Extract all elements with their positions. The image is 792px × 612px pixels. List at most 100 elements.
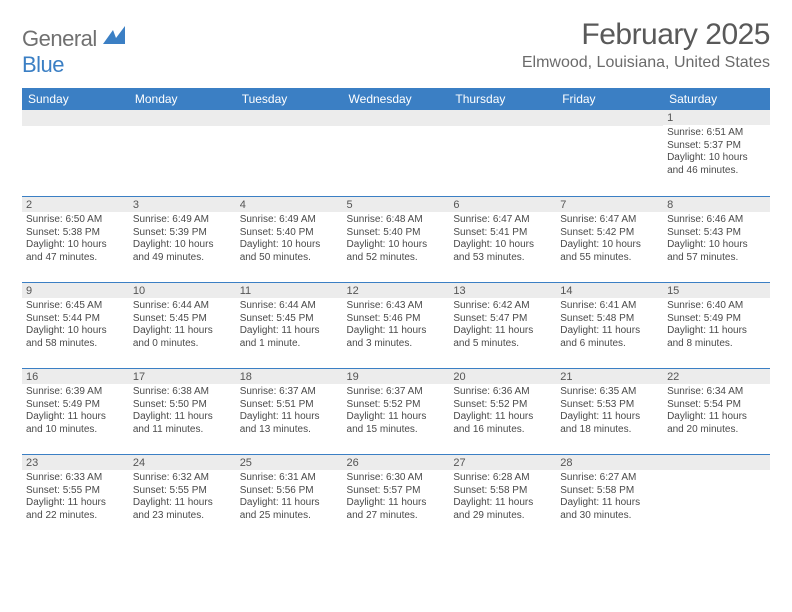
sunset-text: Sunset: 5:45 PM [133, 313, 232, 326]
weekday-header: Monday [129, 88, 236, 110]
weekday-header: Saturday [663, 88, 770, 110]
daylight-text: Daylight: 11 hours and 13 minutes. [240, 411, 339, 436]
calendar-day-cell: 28Sunrise: 6:27 AMSunset: 5:58 PMDayligh… [556, 454, 663, 540]
day-number: 15 [663, 282, 770, 298]
day-number: 21 [556, 368, 663, 384]
calendar-day-cell [129, 110, 236, 196]
sunrise-text: Sunrise: 6:49 AM [240, 214, 339, 227]
day-number: 23 [22, 454, 129, 470]
daylight-text: Daylight: 11 hours and 29 minutes. [453, 497, 552, 522]
daylight-text: Daylight: 10 hours and 52 minutes. [347, 239, 446, 264]
daylight-text: Daylight: 10 hours and 49 minutes. [133, 239, 232, 264]
day-number: 28 [556, 454, 663, 470]
calendar-day-cell: 10Sunrise: 6:44 AMSunset: 5:45 PMDayligh… [129, 282, 236, 368]
sunrise-text: Sunrise: 6:50 AM [26, 214, 125, 227]
sunrise-text: Sunrise: 6:37 AM [347, 386, 446, 399]
sunset-text: Sunset: 5:53 PM [560, 399, 659, 412]
day-number: 19 [343, 368, 450, 384]
sunset-text: Sunset: 5:42 PM [560, 227, 659, 240]
sunset-text: Sunset: 5:47 PM [453, 313, 552, 326]
calendar-day-cell [449, 110, 556, 196]
sunset-text: Sunset: 5:49 PM [26, 399, 125, 412]
day-number: 25 [236, 454, 343, 470]
empty-day-bar [449, 110, 556, 126]
calendar-day-cell [663, 454, 770, 540]
sunset-text: Sunset: 5:46 PM [347, 313, 446, 326]
sunrise-text: Sunrise: 6:45 AM [26, 300, 125, 313]
logo: General Blue [22, 24, 125, 78]
sunset-text: Sunset: 5:49 PM [667, 313, 766, 326]
calendar-day-cell: 23Sunrise: 6:33 AMSunset: 5:55 PMDayligh… [22, 454, 129, 540]
calendar-day-cell: 7Sunrise: 6:47 AMSunset: 5:42 PMDaylight… [556, 196, 663, 282]
sunset-text: Sunset: 5:52 PM [347, 399, 446, 412]
daylight-text: Daylight: 10 hours and 55 minutes. [560, 239, 659, 264]
daylight-text: Daylight: 11 hours and 5 minutes. [453, 325, 552, 350]
calendar-day-cell: 16Sunrise: 6:39 AMSunset: 5:49 PMDayligh… [22, 368, 129, 454]
empty-day-bar [556, 110, 663, 126]
calendar-day-cell: 1Sunrise: 6:51 AMSunset: 5:37 PMDaylight… [663, 110, 770, 196]
calendar-day-cell: 18Sunrise: 6:37 AMSunset: 5:51 PMDayligh… [236, 368, 343, 454]
daylight-text: Daylight: 10 hours and 47 minutes. [26, 239, 125, 264]
day-number: 9 [22, 282, 129, 298]
sunrise-text: Sunrise: 6:51 AM [667, 127, 766, 140]
day-details: Sunrise: 6:37 AMSunset: 5:52 PMDaylight:… [343, 384, 450, 440]
sunrise-text: Sunrise: 6:49 AM [133, 214, 232, 227]
day-details: Sunrise: 6:27 AMSunset: 5:58 PMDaylight:… [556, 470, 663, 526]
day-details: Sunrise: 6:51 AMSunset: 5:37 PMDaylight:… [663, 125, 770, 181]
day-number: 8 [663, 196, 770, 212]
calendar-day-cell: 20Sunrise: 6:36 AMSunset: 5:52 PMDayligh… [449, 368, 556, 454]
day-details: Sunrise: 6:35 AMSunset: 5:53 PMDaylight:… [556, 384, 663, 440]
day-details: Sunrise: 6:30 AMSunset: 5:57 PMDaylight:… [343, 470, 450, 526]
weekday-header: Friday [556, 88, 663, 110]
sunrise-text: Sunrise: 6:38 AM [133, 386, 232, 399]
sunset-text: Sunset: 5:44 PM [26, 313, 125, 326]
day-details: Sunrise: 6:28 AMSunset: 5:58 PMDaylight:… [449, 470, 556, 526]
day-number: 26 [343, 454, 450, 470]
daylight-text: Daylight: 10 hours and 53 minutes. [453, 239, 552, 264]
empty-day-bar [129, 110, 236, 126]
day-number: 17 [129, 368, 236, 384]
calendar-day-cell: 11Sunrise: 6:44 AMSunset: 5:45 PMDayligh… [236, 282, 343, 368]
day-details: Sunrise: 6:49 AMSunset: 5:40 PMDaylight:… [236, 212, 343, 268]
weekday-header: Wednesday [343, 88, 450, 110]
sunset-text: Sunset: 5:58 PM [453, 485, 552, 498]
calendar-day-cell [236, 110, 343, 196]
calendar-day-cell [343, 110, 450, 196]
sunset-text: Sunset: 5:38 PM [26, 227, 125, 240]
calendar-week-row: 1Sunrise: 6:51 AMSunset: 5:37 PMDaylight… [22, 110, 770, 196]
empty-day-bar [236, 110, 343, 126]
logo-text-blue: Blue [22, 52, 64, 77]
calendar-day-cell [556, 110, 663, 196]
calendar-day-cell: 22Sunrise: 6:34 AMSunset: 5:54 PMDayligh… [663, 368, 770, 454]
daylight-text: Daylight: 11 hours and 15 minutes. [347, 411, 446, 436]
sunrise-text: Sunrise: 6:31 AM [240, 472, 339, 485]
daylight-text: Daylight: 11 hours and 1 minute. [240, 325, 339, 350]
weekday-header: Thursday [449, 88, 556, 110]
calendar-day-cell: 9Sunrise: 6:45 AMSunset: 5:44 PMDaylight… [22, 282, 129, 368]
calendar-day-cell: 12Sunrise: 6:43 AMSunset: 5:46 PMDayligh… [343, 282, 450, 368]
weekday-header: Tuesday [236, 88, 343, 110]
daylight-text: Daylight: 11 hours and 10 minutes. [26, 411, 125, 436]
day-number: 3 [129, 196, 236, 212]
daylight-text: Daylight: 11 hours and 0 minutes. [133, 325, 232, 350]
daylight-text: Daylight: 10 hours and 46 minutes. [667, 152, 766, 177]
sunset-text: Sunset: 5:39 PM [133, 227, 232, 240]
daylight-text: Daylight: 11 hours and 22 minutes. [26, 497, 125, 522]
sunset-text: Sunset: 5:52 PM [453, 399, 552, 412]
calendar-day-cell: 25Sunrise: 6:31 AMSunset: 5:56 PMDayligh… [236, 454, 343, 540]
sunset-text: Sunset: 5:56 PM [240, 485, 339, 498]
sunrise-text: Sunrise: 6:34 AM [667, 386, 766, 399]
sunrise-text: Sunrise: 6:27 AM [560, 472, 659, 485]
sunset-text: Sunset: 5:51 PM [240, 399, 339, 412]
day-details: Sunrise: 6:36 AMSunset: 5:52 PMDaylight:… [449, 384, 556, 440]
calendar-week-row: 23Sunrise: 6:33 AMSunset: 5:55 PMDayligh… [22, 454, 770, 540]
sunrise-text: Sunrise: 6:44 AM [240, 300, 339, 313]
calendar-table: SundayMondayTuesdayWednesdayThursdayFrid… [22, 88, 770, 540]
location-text: Elmwood, Louisiana, United States [522, 54, 770, 72]
empty-day-bar [663, 454, 770, 470]
sunrise-text: Sunrise: 6:47 AM [560, 214, 659, 227]
calendar-day-cell: 19Sunrise: 6:37 AMSunset: 5:52 PMDayligh… [343, 368, 450, 454]
day-number: 2 [22, 196, 129, 212]
sunset-text: Sunset: 5:45 PM [240, 313, 339, 326]
day-details: Sunrise: 6:47 AMSunset: 5:42 PMDaylight:… [556, 212, 663, 268]
